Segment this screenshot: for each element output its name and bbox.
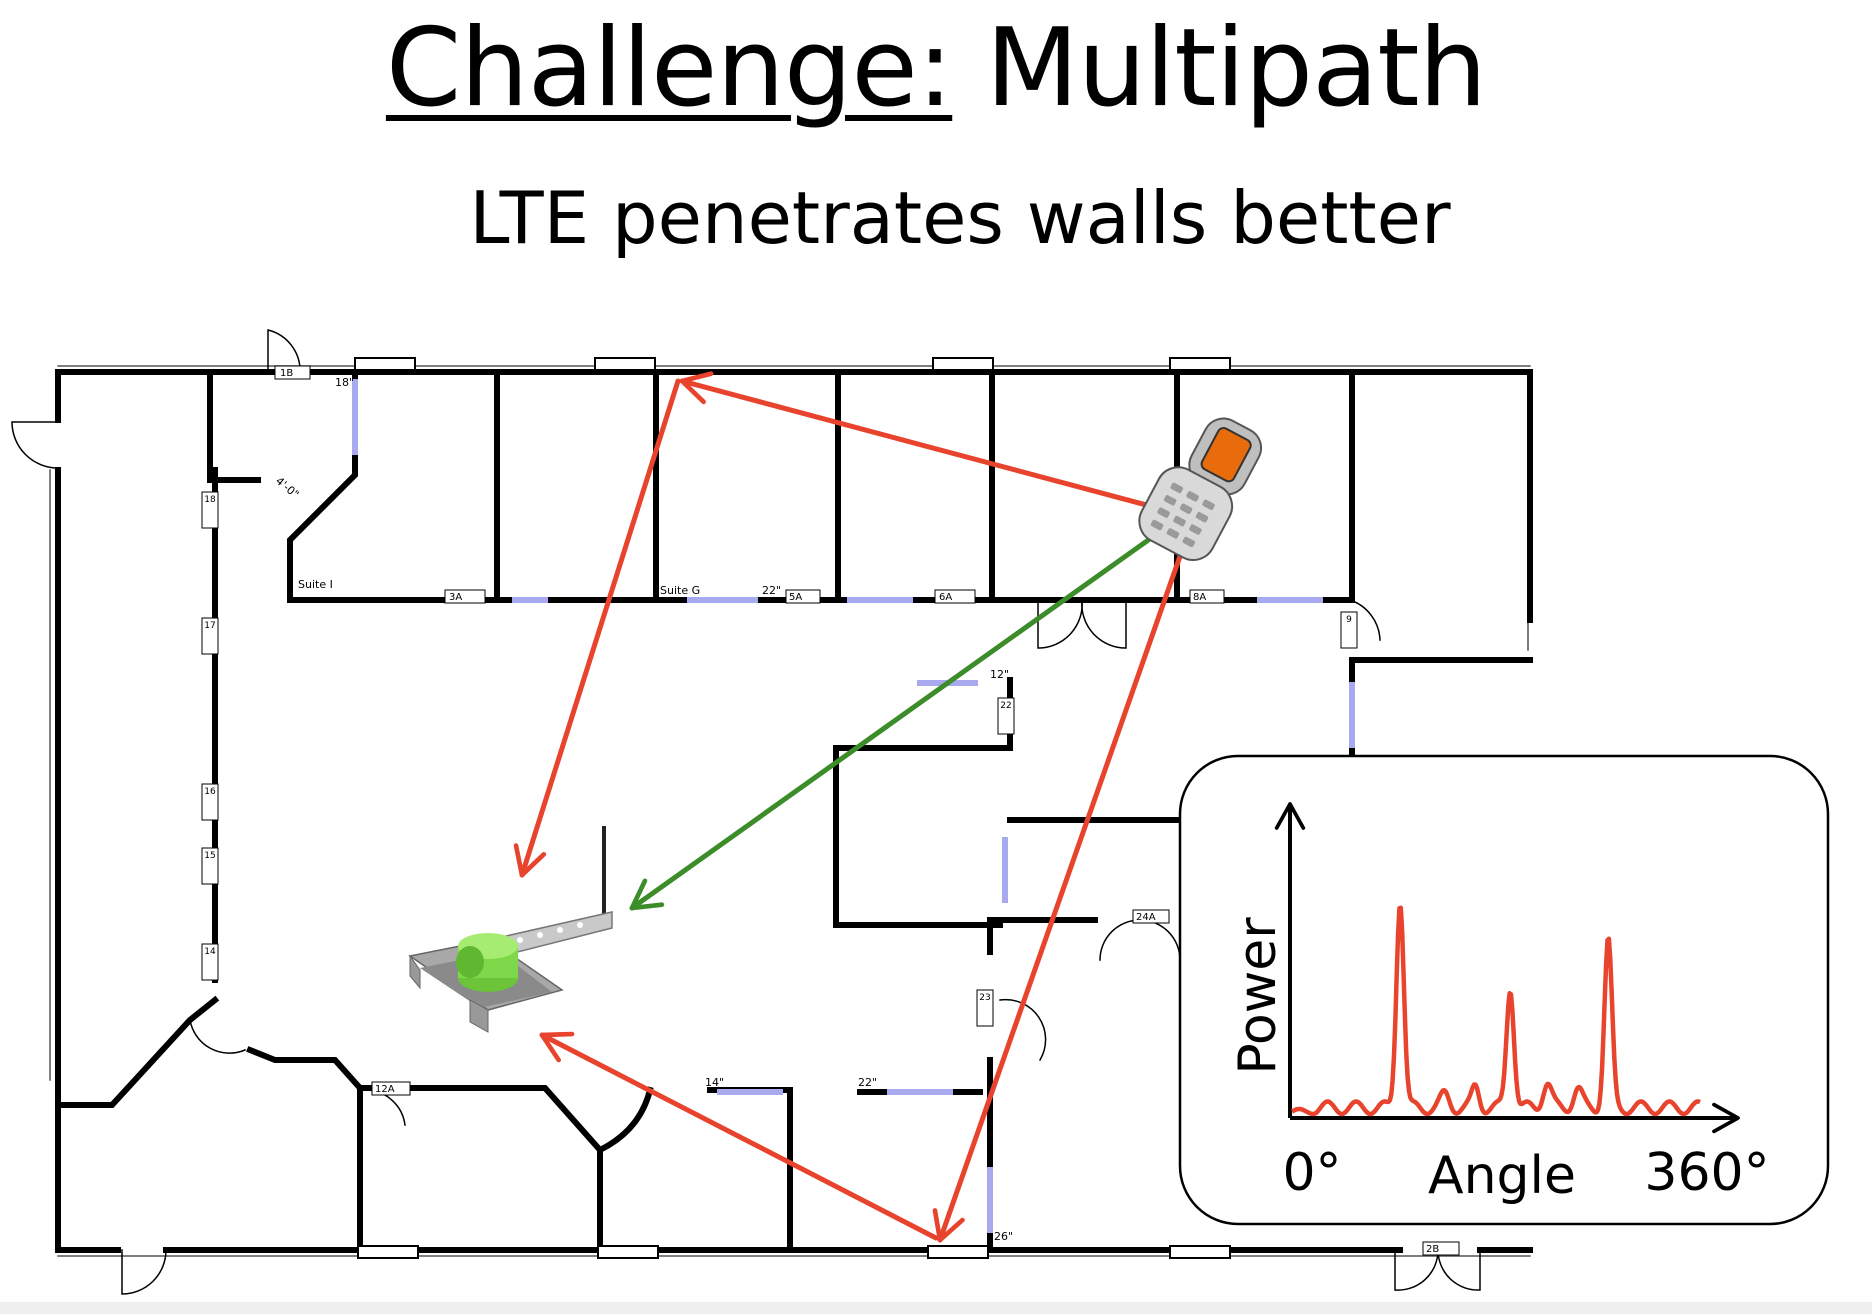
slide-subtitle: LTE penetrates walls better bbox=[469, 176, 1451, 260]
reflected-path-4-arrow bbox=[539, 1031, 939, 1241]
slide-title-underlined: Challenge: bbox=[385, 6, 953, 131]
rotating-antenna-platform-icon bbox=[408, 826, 613, 1033]
label-dim-18: 18" bbox=[335, 376, 354, 389]
tag-24a: 24A bbox=[1136, 912, 1156, 923]
label-dim-26: 26" bbox=[994, 1230, 1013, 1243]
direct-path-arrow bbox=[629, 523, 1171, 911]
tag-3a: 3A bbox=[449, 592, 462, 603]
slide-title-rest: Multipath bbox=[952, 6, 1488, 131]
x-axis-label: Angle bbox=[1428, 1146, 1576, 1206]
tag-8a: 8A bbox=[1193, 592, 1206, 603]
tag-16: 16 bbox=[204, 787, 216, 797]
tag-14: 14 bbox=[204, 947, 216, 957]
label-suite-g: Suite G bbox=[660, 584, 700, 597]
x-tick-start-label: 0° bbox=[1282, 1143, 1341, 1203]
tag-23: 23 bbox=[979, 993, 990, 1003]
tag-1b: 1B bbox=[280, 368, 293, 379]
y-axis-label: Power bbox=[1228, 917, 1288, 1075]
tag-15: 15 bbox=[204, 851, 215, 861]
slide-title: Challenge: Multipath bbox=[0, 6, 1872, 131]
reflected-path-3-arrow bbox=[932, 539, 1188, 1243]
label-suite-i: Suite I bbox=[298, 578, 333, 591]
bottom-strip bbox=[0, 1302, 1872, 1314]
reflected-path-1-arrow bbox=[679, 371, 1168, 513]
label-dim-22b: 22" bbox=[858, 1076, 877, 1089]
inset-plot-frame bbox=[1178, 754, 1830, 1226]
tag-9: 9 bbox=[1346, 615, 1352, 625]
label-dim-12: 12" bbox=[990, 668, 1009, 681]
power-curve-line bbox=[1290, 905, 1701, 1117]
label-dim-4-0: 4'-0" bbox=[273, 474, 301, 501]
tag-22: 22 bbox=[1000, 701, 1011, 711]
tag-5a: 5A bbox=[789, 592, 802, 603]
tag-18: 18 bbox=[204, 495, 216, 505]
label-dim-22a: 22" bbox=[762, 584, 781, 597]
signal-paths bbox=[513, 371, 1188, 1243]
tag-6a: 6A bbox=[939, 592, 952, 603]
tag-12a: 12A bbox=[375, 1084, 395, 1095]
reflected-path-2-arrow bbox=[513, 378, 681, 878]
inset-plot: Power 0° Angle 360° bbox=[1178, 754, 1830, 1226]
label-dim-14: 14" bbox=[705, 1076, 724, 1089]
tag-17: 17 bbox=[204, 621, 215, 631]
tag-2b: 2B bbox=[1426, 1244, 1439, 1255]
floorplan-walls bbox=[11, 329, 1533, 1295]
flip-phone-icon bbox=[1138, 417, 1263, 561]
x-tick-end-label: 360° bbox=[1644, 1143, 1769, 1203]
